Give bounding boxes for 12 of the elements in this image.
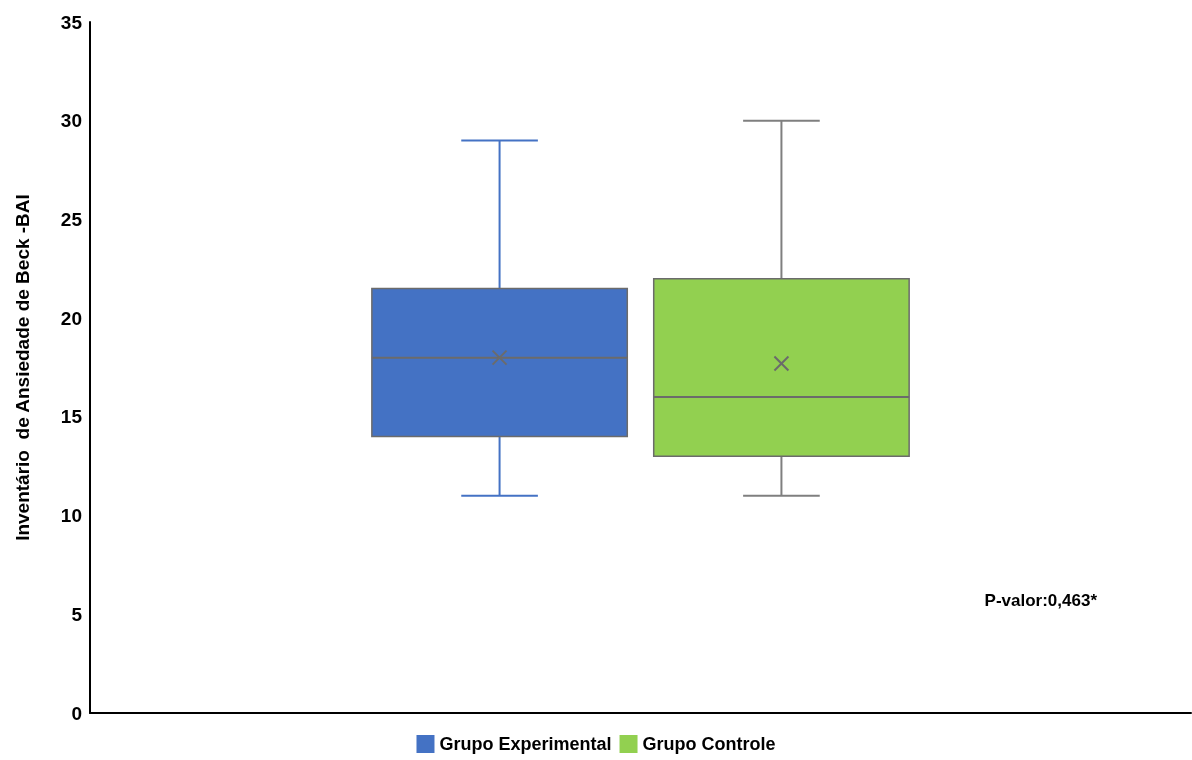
y-tick-label: 10 <box>60 505 82 527</box>
y-tick-label: 0 <box>71 702 82 724</box>
y-tick-label: 5 <box>71 603 83 625</box>
annotation: P-valor:0,463* <box>984 591 1098 610</box>
y-tick-label: 35 <box>60 11 83 33</box>
y-tick-label: 20 <box>60 307 82 329</box>
y-tick-label: 15 <box>60 406 83 428</box>
legend-label: Grupo Controle <box>642 734 776 754</box>
y-tick-label: 30 <box>60 110 82 132</box>
legend-label: Grupo Experimental <box>439 734 612 754</box>
y-axis-title: Inventário de Ansiedade de Beck -BAI <box>12 194 33 541</box>
y-tick-label: 25 <box>60 208 83 230</box>
